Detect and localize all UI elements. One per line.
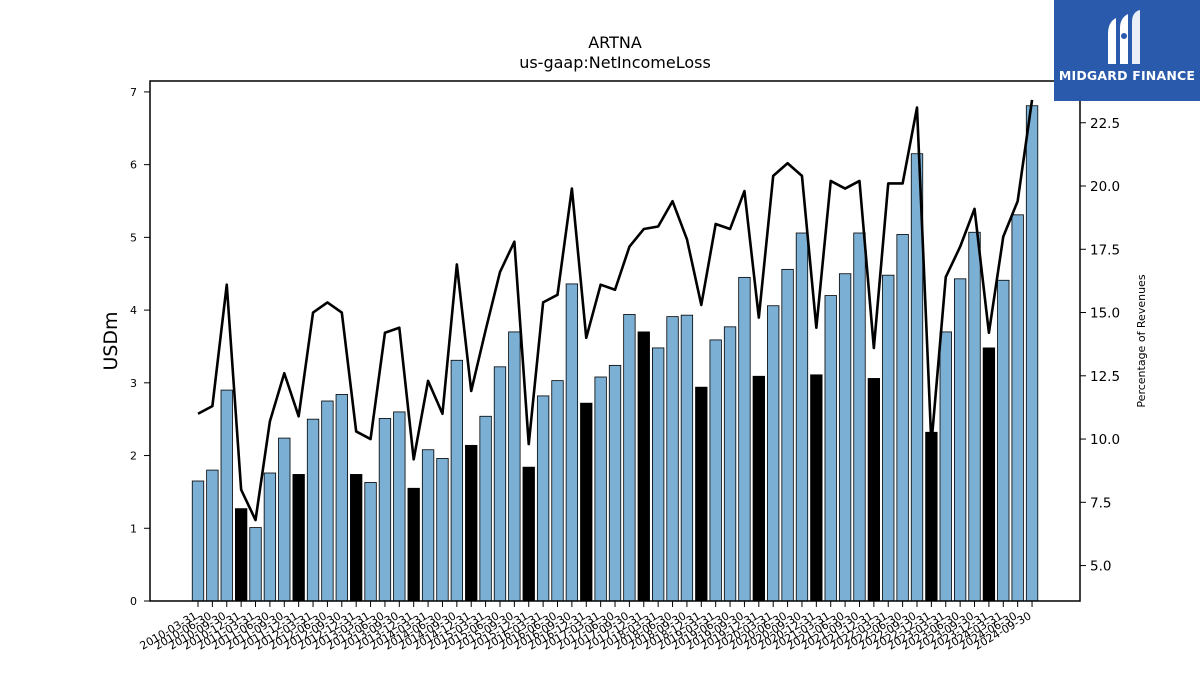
- bar: [278, 437, 291, 602]
- bar: [997, 279, 1010, 602]
- y2-tick-label: 5.0: [1090, 559, 1111, 575]
- axes: 012345675.07.510.012.515.017.520.022.520…: [130, 80, 1120, 653]
- bar: [709, 339, 722, 602]
- bar: [220, 389, 233, 602]
- bar: [350, 474, 363, 602]
- bar: [896, 234, 909, 602]
- chart-title: ARTNA: [588, 33, 642, 52]
- bar: [795, 232, 809, 602]
- bar: [234, 508, 248, 602]
- y-tick-label: 4: [130, 304, 137, 317]
- bar: [867, 378, 881, 602]
- bar-series: [191, 105, 1039, 602]
- bar: [292, 474, 305, 602]
- brand-logo: MIDGARD FINANCE: [1054, 0, 1200, 101]
- logo-mark-icon: [1108, 10, 1140, 64]
- bar: [838, 273, 852, 602]
- bar: [249, 527, 262, 602]
- bar: [1011, 214, 1024, 602]
- bar: [695, 386, 708, 602]
- bar: [767, 305, 780, 602]
- line-series: [197, 99, 1034, 522]
- bar: [580, 402, 593, 602]
- y-tick-label: 1: [130, 522, 137, 535]
- y2-tick-label: 20.0: [1090, 179, 1120, 195]
- bar: [1025, 105, 1039, 602]
- y2-axis-label: Percentage of Revenues: [1135, 274, 1148, 407]
- logo-text: MIDGARD FINANCE: [1058, 68, 1196, 83]
- bar: [666, 316, 679, 602]
- bar: [364, 482, 377, 602]
- bar: [882, 274, 895, 602]
- line-path: [197, 99, 1034, 522]
- y-tick-label: 3: [130, 377, 137, 390]
- y-tick-label: 5: [130, 231, 137, 244]
- bar: [853, 232, 866, 602]
- y-tick-label: 6: [130, 159, 137, 172]
- y-axis-label: USDm: [100, 311, 122, 370]
- chart-subtitle: us-gaap:NetIncomeLoss: [519, 53, 711, 72]
- y2-tick-label: 7.5: [1090, 495, 1111, 511]
- bar: [321, 400, 334, 602]
- bar: [810, 374, 823, 602]
- bar: [637, 331, 650, 602]
- bar: [450, 359, 463, 602]
- y-tick-label: 2: [130, 450, 137, 463]
- bar: [536, 395, 550, 602]
- bar: [421, 449, 435, 602]
- bar: [608, 364, 622, 602]
- bar: [752, 375, 765, 602]
- bar: [594, 376, 607, 602]
- bar: [493, 366, 507, 602]
- bar: [393, 411, 406, 602]
- bar: [953, 278, 967, 602]
- bar: [781, 268, 794, 602]
- bar: [824, 295, 837, 602]
- bar: [723, 326, 737, 602]
- y2-tick-label: 15.0: [1090, 306, 1120, 322]
- bar: [652, 347, 665, 602]
- y-tick-label: 0: [130, 595, 137, 608]
- bar: [465, 444, 478, 602]
- y2-tick-label: 22.5: [1090, 116, 1120, 132]
- bar: [508, 331, 521, 602]
- bar: [968, 231, 981, 602]
- bar: [565, 283, 579, 602]
- y2-tick-label: 10.0: [1090, 432, 1120, 448]
- bar: [191, 480, 205, 602]
- bar: [738, 276, 751, 602]
- bar: [551, 380, 564, 602]
- bar: [939, 331, 952, 602]
- bar: [522, 466, 535, 602]
- bar: [436, 458, 449, 602]
- y-tick-label: 7: [130, 86, 137, 99]
- y2-tick-label: 12.5: [1090, 369, 1120, 385]
- bar: [982, 347, 996, 602]
- bar: [680, 314, 694, 602]
- y2-tick-label: 17.5: [1090, 242, 1120, 258]
- bar: [206, 469, 219, 602]
- bar: [407, 487, 420, 602]
- bar: [623, 314, 636, 602]
- bar: [263, 472, 277, 602]
- bar: [378, 418, 392, 602]
- bar: [479, 415, 492, 602]
- bar: [925, 431, 938, 602]
- bar: [306, 418, 320, 602]
- bar: [335, 394, 348, 602]
